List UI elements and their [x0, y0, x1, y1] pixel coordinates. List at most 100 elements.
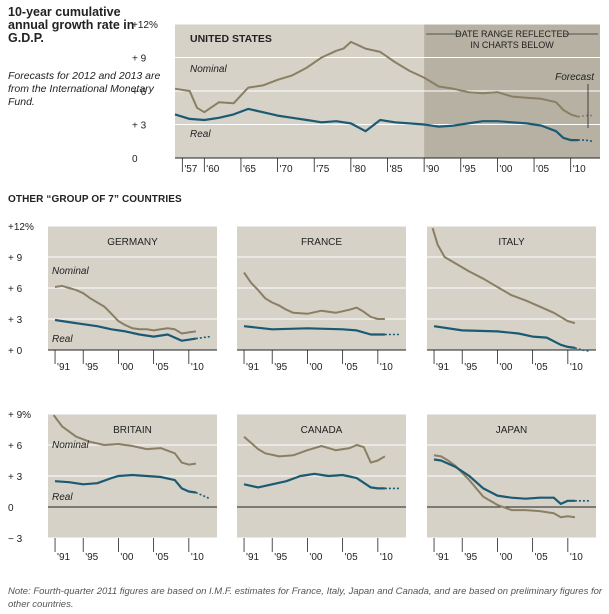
y-tick-label: 0: [132, 154, 138, 165]
panel-title: ITALY: [498, 237, 525, 248]
x-tick-label: '95: [85, 362, 98, 373]
real-series-line: [54, 473, 197, 494]
nominal-forecast-line: [577, 114, 593, 118]
shaded-range-label: DATE RANGE REFLECTED IN CHARTS BELOW: [455, 29, 569, 50]
x-tick-label: '10: [570, 552, 583, 563]
x-tick-label: '05: [535, 362, 548, 373]
panel-title: GERMANY: [107, 237, 158, 248]
footnote: Note: Fourth-quarter 2011 figures are ba…: [8, 586, 603, 610]
x-tick-label: '00: [309, 552, 322, 563]
x-tick-label: '05: [345, 362, 358, 373]
real-series-line: [433, 458, 575, 505]
real-series-line: [433, 325, 576, 349]
x-tick-label: '70: [280, 164, 293, 175]
real-series-line: [174, 107, 578, 142]
x-tick-label: '91: [246, 552, 259, 563]
nominal-series-line: [431, 227, 576, 325]
y-tick-label: + 9: [8, 253, 23, 264]
x-tick-label: '95: [464, 552, 477, 563]
y-tick-label: + 6: [8, 284, 23, 295]
real-forecast-line: [578, 139, 593, 143]
y-tick-label: + 3: [8, 472, 23, 483]
y-tick-label: + 9: [132, 54, 147, 65]
chart-subtitle: Forecasts for 2012 and 2013 are from the…: [8, 70, 161, 108]
x-tick-label: '57: [184, 164, 197, 175]
y-tick-label: +12%: [132, 20, 158, 31]
x-tick-label: '10: [191, 552, 204, 563]
x-tick-label: '95: [463, 164, 476, 175]
real-series-label: Real: [52, 334, 73, 345]
y-tick-label: 0: [8, 503, 14, 514]
chart-panel-germany: GERMANY Nominal Real +12% + 9 + 6 + 3 + 0 '91 '95…: [8, 222, 217, 373]
x-tick-label: '05: [535, 552, 548, 563]
panel-title: CANADA: [301, 425, 343, 436]
nominal-series-label: Nominal: [52, 440, 89, 451]
y-tick-label: − 3: [8, 534, 23, 545]
real-series-line: [243, 472, 385, 490]
panel-title: JAPAN: [496, 425, 528, 436]
chart-panel-france: FRANCE '91 '95 '00 '05 '10: [237, 225, 406, 373]
real-forecast-line: [574, 347, 590, 352]
nominal-series-line: [54, 284, 197, 335]
panel-title: UNITED STATES: [190, 33, 272, 45]
x-tick-label: '10: [573, 164, 586, 175]
x-tick-label: '91: [246, 362, 259, 373]
y-tick-label: + 9%: [8, 410, 31, 421]
nominal-series-line: [243, 435, 386, 464]
x-tick-label: '91: [436, 362, 449, 373]
panel-title: FRANCE: [301, 237, 342, 248]
x-tick-label: '10: [380, 362, 393, 373]
x-tick-label: '95: [274, 552, 287, 563]
nominal-series-line: [174, 40, 579, 118]
x-tick-label: '91: [57, 552, 70, 563]
real-series-line: [54, 318, 197, 342]
y-tick-label: + 3: [8, 315, 23, 326]
y-tick-label: + 6: [8, 441, 23, 452]
x-tick-label: '00: [120, 362, 133, 373]
x-tick-label: '65: [243, 164, 256, 175]
nominal-series-line: [52, 414, 197, 466]
y-tick-label: +12%: [8, 222, 34, 233]
chart-panel-italy: ITALY '91 '95 '00 '05 '10: [427, 225, 596, 373]
x-tick-label: '80: [353, 164, 366, 175]
x-tick-label: '00: [309, 362, 322, 373]
section-title: OTHER “GROUP OF 7” COUNTRIES: [8, 194, 182, 205]
x-tick-label: '00: [499, 552, 512, 563]
real-series-line: [243, 325, 385, 336]
real-series-label: Real: [52, 492, 73, 503]
chart-panel-canada: CANADA '91 '95 '00 '05 '10: [237, 413, 406, 563]
x-tick-label: '00: [499, 164, 512, 175]
chart-panel-japan: JAPAN '91 '95 '00 '05 '10: [427, 413, 596, 563]
chart-panel-united-states: DATE RANGE REFLECTED IN CHARTS BELOW Forec…: [132, 20, 600, 175]
x-tick-label: '05: [156, 552, 169, 563]
x-tick-label: '75: [316, 164, 329, 175]
y-tick-label: + 0: [8, 346, 23, 357]
x-tick-label: '05: [156, 362, 169, 373]
real-forecast-line: [195, 491, 211, 500]
chart-panel-britain: BRITAIN Nominal Real + 9% + 6 + 3 0 − 3 '91 '95 '0…: [8, 410, 217, 563]
y-tick-label: + 3: [132, 121, 147, 132]
x-tick-label: '05: [345, 552, 358, 563]
chart-title: 10-year cumulative annual growth rate in…: [8, 5, 135, 45]
x-tick-label: '10: [380, 552, 393, 563]
y-tick-label: + 6: [132, 87, 147, 98]
x-tick-label: '10: [191, 362, 204, 373]
panel-title: BRITAIN: [113, 425, 152, 436]
x-tick-label: '95: [274, 362, 287, 373]
x-tick-label: '05: [536, 164, 549, 175]
x-tick-label: '91: [436, 552, 449, 563]
nominal-series-label: Nominal: [190, 64, 227, 75]
x-tick-label: '00: [120, 552, 133, 563]
x-tick-label: '00: [499, 362, 512, 373]
nominal-series-line: [433, 454, 576, 519]
x-tick-label: '10: [570, 362, 583, 373]
x-tick-label: '60: [206, 164, 219, 175]
x-tick-label: '90: [426, 164, 439, 175]
nominal-series-label: Nominal: [52, 266, 89, 277]
x-tick-label: '95: [85, 552, 98, 563]
x-tick-label: '91: [57, 362, 70, 373]
x-tick-label: '85: [390, 164, 403, 175]
forecast-label: Forecast: [555, 72, 595, 83]
x-tick-label: '95: [464, 362, 477, 373]
